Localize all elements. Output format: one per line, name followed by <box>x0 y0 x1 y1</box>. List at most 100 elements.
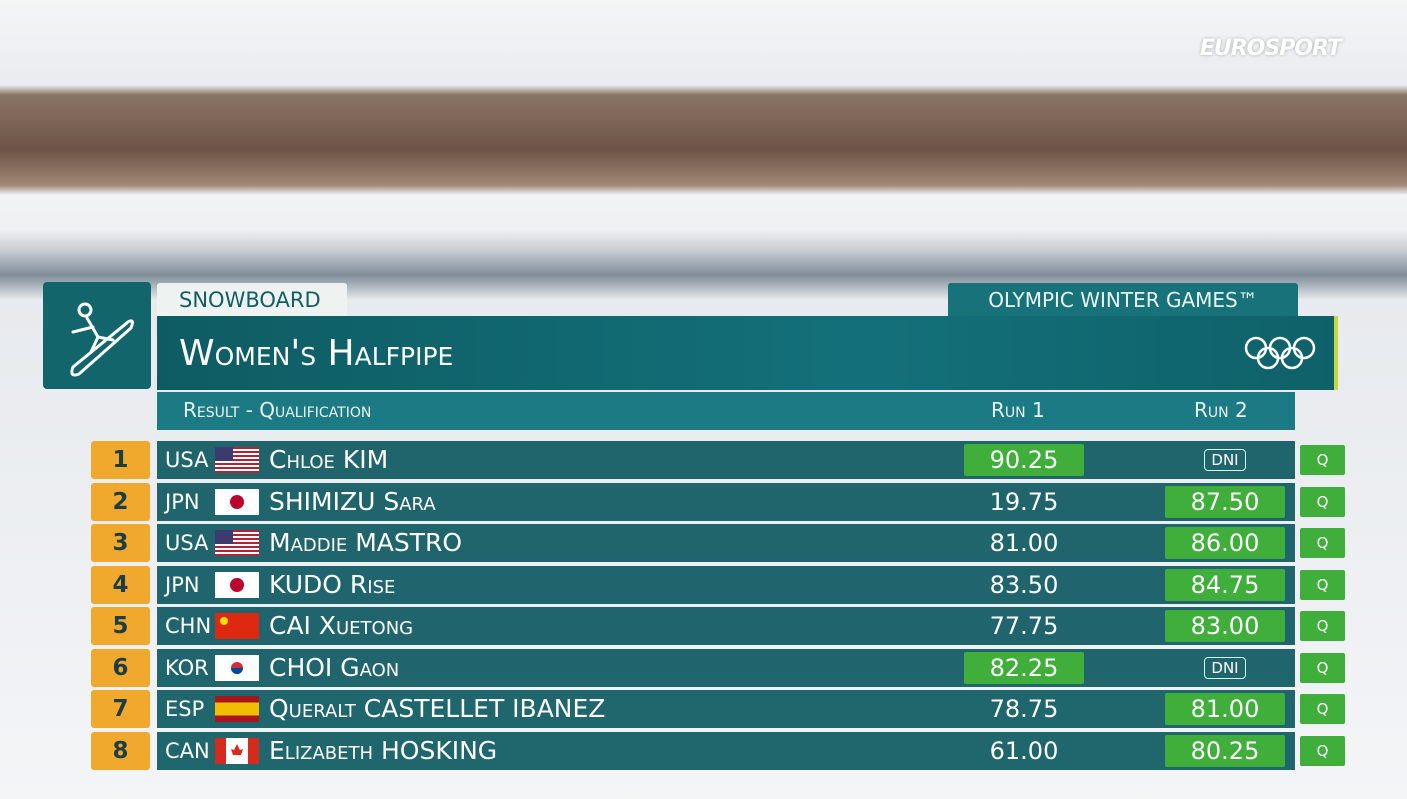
network-logo: EUROSPORT <box>1199 36 1342 61</box>
flag-graphic <box>215 737 259 764</box>
column-header: Run 1 <box>991 398 1045 422</box>
score: 87.50 <box>1165 485 1285 518</box>
athlete-name: Elizabeth HOSKING <box>269 735 498 765</box>
score-value: 77.75 <box>989 612 1059 640</box>
athlete-name: CAI Xuetong <box>269 611 414 640</box>
result-row: USA Chloe KIM 90.25 DNI <box>157 441 1295 479</box>
score: 83.00 <box>1165 610 1285 642</box>
rank: 6 <box>91 648 150 687</box>
flag-graphic <box>215 613 259 639</box>
result-row: ESP Queralt CASTELLET IBANEZ 78.75 81.00 <box>157 690 1295 728</box>
qualified-badge: Q <box>1300 735 1345 766</box>
score: 77.75 <box>964 610 1084 642</box>
score-value: 86.00 <box>1190 529 1260 557</box>
score: 81.00 <box>964 527 1084 559</box>
athlete-name: KUDO Rise <box>269 569 396 599</box>
score: 80.25 <box>1165 734 1285 767</box>
rank: 8 <box>91 731 150 770</box>
score: 19.75 <box>964 486 1084 518</box>
snowboard-pictogram <box>70 302 134 377</box>
qualified-badge: Q <box>1300 652 1345 683</box>
score-value: 78.75 <box>989 695 1059 723</box>
score: 61.00 <box>964 735 1084 767</box>
score: 84.75 <box>1165 568 1285 601</box>
athlete-name: Maddie MASTRO <box>269 528 463 557</box>
score-value: 81.00 <box>1190 695 1260 723</box>
country-code: JPN <box>165 572 200 597</box>
score: 83.50 <box>964 569 1084 601</box>
rank: 4 <box>91 565 150 604</box>
score-value: 80.25 <box>1190 736 1260 765</box>
games-tab: OLYMPIC WINTER GAMES™ <box>948 283 1298 316</box>
result-row: KOR CHOI Gaon 82.25 DNI <box>157 648 1295 687</box>
sport-icon <box>43 282 151 389</box>
score-status: DNI <box>1204 656 1246 679</box>
flag <box>215 530 259 560</box>
rank: 3 <box>91 524 150 562</box>
rank: 1 <box>91 441 150 479</box>
flag-graphic <box>215 447 259 473</box>
score: DNI <box>1165 444 1285 476</box>
column-header: Run 2 <box>1194 398 1248 422</box>
subheader-bar: Result - Qualification Run 1 Run 2 <box>157 392 1295 430</box>
score-value: 83.50 <box>989 570 1059 599</box>
score: DNI <box>1165 652 1285 684</box>
flag <box>215 488 259 519</box>
country-code: JPN <box>165 489 200 514</box>
athlete-name: Queralt CASTELLET IBANEZ <box>269 694 606 723</box>
score-value: 90.25 <box>989 446 1059 474</box>
result-row: USA Maddie MASTRO 81.00 86.00 <box>157 524 1295 562</box>
flag-graphic <box>215 571 259 598</box>
score: 78.75 <box>964 693 1084 725</box>
qualified-badge: Q <box>1300 445 1345 475</box>
rank: 7 <box>91 690 150 728</box>
score: 86.00 <box>1165 527 1285 559</box>
flag <box>215 654 259 685</box>
title-bar: Women's Halfpipe <box>157 316 1338 390</box>
rank: 2 <box>91 482 150 521</box>
rank: 5 <box>91 607 150 645</box>
qualified-badge: Q <box>1300 611 1345 641</box>
flag <box>215 613 259 643</box>
olympic-rings <box>1244 336 1316 370</box>
result-row: CAN Elizabeth HOSKING 61.00 80.25 <box>157 731 1295 770</box>
country-code: USA <box>165 531 209 555</box>
score: 82.25 <box>964 651 1084 684</box>
result-row: JPN SHIMIZU Sara 19.75 87.50 <box>157 482 1295 521</box>
score-value: 61.00 <box>989 736 1059 765</box>
athlete-name: Chloe KIM <box>269 445 389 474</box>
qualified-badge: Q <box>1300 569 1345 600</box>
country-code: ESP <box>165 697 205 721</box>
qualified-badge: Q <box>1300 486 1345 517</box>
country-code: CAN <box>165 738 210 763</box>
flag-graphic <box>215 530 259 556</box>
score: 90.25 <box>964 444 1084 476</box>
subtitle: Result - Qualification <box>183 398 372 422</box>
flag <box>215 571 259 602</box>
sport-tab: SNOWBOARD <box>157 283 347 316</box>
score-value: 83.00 <box>1190 612 1260 640</box>
score-value: 87.50 <box>1190 487 1260 516</box>
score-status: DNI <box>1204 449 1246 471</box>
flag <box>215 737 259 768</box>
qualified-badge: Q <box>1300 694 1345 724</box>
flag-graphic <box>215 654 259 681</box>
athlete-name: CHOI Gaon <box>269 652 400 682</box>
score-value: 81.00 <box>989 529 1059 557</box>
country-code: CHN <box>165 614 212 638</box>
athlete-name: SHIMIZU Sara <box>269 486 436 516</box>
score: 81.00 <box>1165 693 1285 725</box>
flag <box>215 447 259 477</box>
title: Women's Halfpipe <box>179 332 454 374</box>
country-code: KOR <box>165 655 209 680</box>
score-value: 82.25 <box>989 653 1059 682</box>
flag <box>215 696 259 726</box>
flag-graphic <box>215 488 259 515</box>
score-value: 84.75 <box>1190 570 1260 599</box>
flag-graphic <box>215 696 259 722</box>
qualified-badge: Q <box>1300 528 1345 558</box>
result-row: JPN KUDO Rise 83.50 84.75 <box>157 565 1295 604</box>
score-value: 19.75 <box>989 487 1059 516</box>
result-row: CHN CAI Xuetong 77.75 83.00 <box>157 607 1295 645</box>
